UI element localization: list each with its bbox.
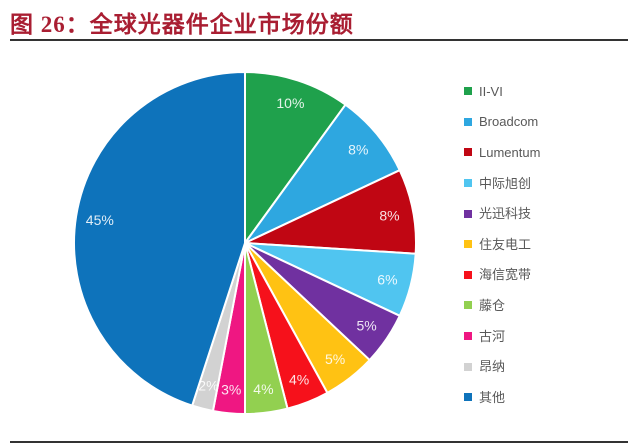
legend-item: Lumentum [462, 137, 637, 168]
legend-swatch [464, 332, 472, 341]
legend-swatch [464, 148, 472, 157]
slice-label: 3% [221, 381, 241, 397]
legend-item: II-VI [462, 76, 637, 107]
slice-label: 4% [253, 381, 273, 397]
legend: II-VI Broadcom Lumentum 中际旭创光迅科技住友电工海信宽带藤仓古… [462, 76, 637, 413]
slice-label: 5% [325, 351, 345, 367]
legend-swatch [464, 179, 472, 188]
legend-swatch [464, 87, 472, 96]
legend-label: 昂纳 [479, 359, 506, 375]
chart-area: 10% 8% 8% 6% 5% 5% 4% 4% 3% 2% 45% II-VI Broadcom Lu… [0, 43, 640, 442]
legend-swatch [464, 301, 472, 310]
legend-label: 中际旭创 [479, 175, 532, 191]
legend-swatch [464, 270, 472, 279]
legend-swatch [464, 209, 472, 218]
slice-label: 4% [289, 372, 309, 388]
bottom-rule [10, 441, 628, 443]
legend-label: Lumentum [479, 144, 541, 160]
slice-label: 2% [198, 377, 218, 393]
legend-swatch [464, 240, 472, 249]
legend-label: 藤仓 [479, 297, 506, 313]
legend-item: 昂纳 [462, 351, 637, 382]
legend-item: 海信宽带 [462, 260, 637, 291]
legend-item: 光迅科技 [462, 198, 637, 229]
legend-label: 海信宽带 [479, 267, 532, 283]
legend-item: 其他 [462, 382, 637, 413]
legend-item: 古河 [462, 321, 637, 352]
slice-label: 5% [356, 318, 376, 334]
pie-slice [244, 71, 347, 244]
legend-item: 中际旭创 [462, 168, 637, 199]
slice-label: 8% [348, 141, 368, 157]
figure-title: 图 26：全球光器件企业市场份额 [10, 12, 354, 37]
legend-label: 住友电工 [479, 236, 532, 252]
legend-swatch [464, 117, 472, 126]
legend-label: Broadcom [479, 114, 539, 130]
legend-label: 光迅科技 [479, 206, 532, 222]
slice-label: 10% [276, 95, 304, 111]
slice-label: 6% [377, 272, 397, 288]
legend-swatch [464, 362, 472, 371]
pie-slice [73, 71, 246, 407]
slice-label: 8% [379, 207, 399, 223]
legend-item: 住友电工 [462, 229, 637, 260]
pie-chart: 10% 8% 8% 6% 5% 5% 4% 4% 3%2% 45% [73, 71, 417, 415]
legend-label: II-VI [479, 83, 503, 99]
legend-item: 藤仓 [462, 290, 637, 321]
legend-item: Broadcom [462, 107, 637, 138]
legend-label: 古河 [479, 328, 506, 344]
legend-swatch [464, 393, 472, 402]
legend-label: 其他 [479, 389, 506, 405]
title-underline [10, 39, 628, 41]
slice-label: 45% [86, 212, 114, 228]
